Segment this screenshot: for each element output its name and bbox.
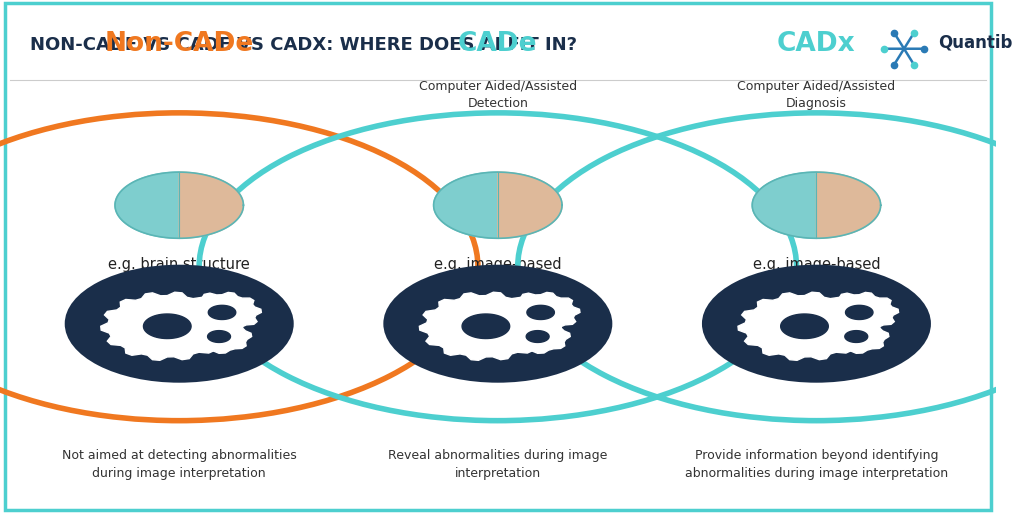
Text: e.g. image-based
tumor detection: e.g. image-based tumor detection bbox=[434, 256, 561, 291]
Text: AI: AI bbox=[483, 295, 504, 313]
Polygon shape bbox=[502, 292, 580, 332]
Polygon shape bbox=[526, 331, 549, 342]
Text: e.g. brain structure
segmentation: e.g. brain structure segmentation bbox=[109, 256, 250, 291]
Text: Non-CADe: Non-CADe bbox=[104, 31, 254, 56]
Polygon shape bbox=[208, 305, 236, 320]
Polygon shape bbox=[780, 314, 828, 339]
Polygon shape bbox=[505, 320, 570, 353]
Polygon shape bbox=[179, 172, 244, 238]
Polygon shape bbox=[420, 292, 552, 360]
Text: Computer Aided/Assisted
Detection: Computer Aided/Assisted Detection bbox=[419, 80, 577, 110]
Polygon shape bbox=[433, 172, 498, 238]
Text: CADx: CADx bbox=[777, 31, 856, 56]
Text: NON-CADE VS CADE VS CADX: WHERE DOES AI FIT IN?: NON-CADE VS CADE VS CADX: WHERE DOES AI … bbox=[30, 36, 577, 54]
Polygon shape bbox=[527, 305, 554, 320]
Text: AI: AI bbox=[802, 295, 822, 313]
Polygon shape bbox=[820, 292, 899, 332]
Text: Not aimed at detecting abnormalities
during image interpretation: Not aimed at detecting abnormalities dur… bbox=[61, 449, 297, 480]
Circle shape bbox=[701, 265, 931, 383]
Polygon shape bbox=[823, 320, 889, 353]
Polygon shape bbox=[498, 172, 562, 238]
Circle shape bbox=[383, 265, 612, 383]
Polygon shape bbox=[143, 314, 191, 339]
Polygon shape bbox=[462, 314, 510, 339]
Polygon shape bbox=[208, 331, 230, 342]
Text: CADe: CADe bbox=[458, 31, 538, 56]
Polygon shape bbox=[816, 172, 881, 238]
Polygon shape bbox=[186, 320, 252, 353]
Text: AI: AI bbox=[165, 295, 185, 313]
Polygon shape bbox=[753, 172, 816, 238]
Polygon shape bbox=[100, 292, 233, 360]
Text: Computer Aided/Assisted
Diagnosis: Computer Aided/Assisted Diagnosis bbox=[737, 80, 896, 110]
Circle shape bbox=[65, 265, 294, 383]
Text: Reveal abnormalities during image
interpretation: Reveal abnormalities during image interp… bbox=[388, 449, 607, 480]
Polygon shape bbox=[846, 305, 873, 320]
Text: Quantib: Quantib bbox=[938, 33, 1013, 51]
Polygon shape bbox=[845, 331, 867, 342]
Text: Provide information beyond identifying
abnormalities during image interpretation: Provide information beyond identifying a… bbox=[685, 449, 948, 480]
Polygon shape bbox=[738, 292, 871, 360]
Polygon shape bbox=[115, 172, 179, 238]
Polygon shape bbox=[182, 292, 261, 332]
Text: e.g. image-based
tumor grading: e.g. image-based tumor grading bbox=[753, 256, 881, 291]
